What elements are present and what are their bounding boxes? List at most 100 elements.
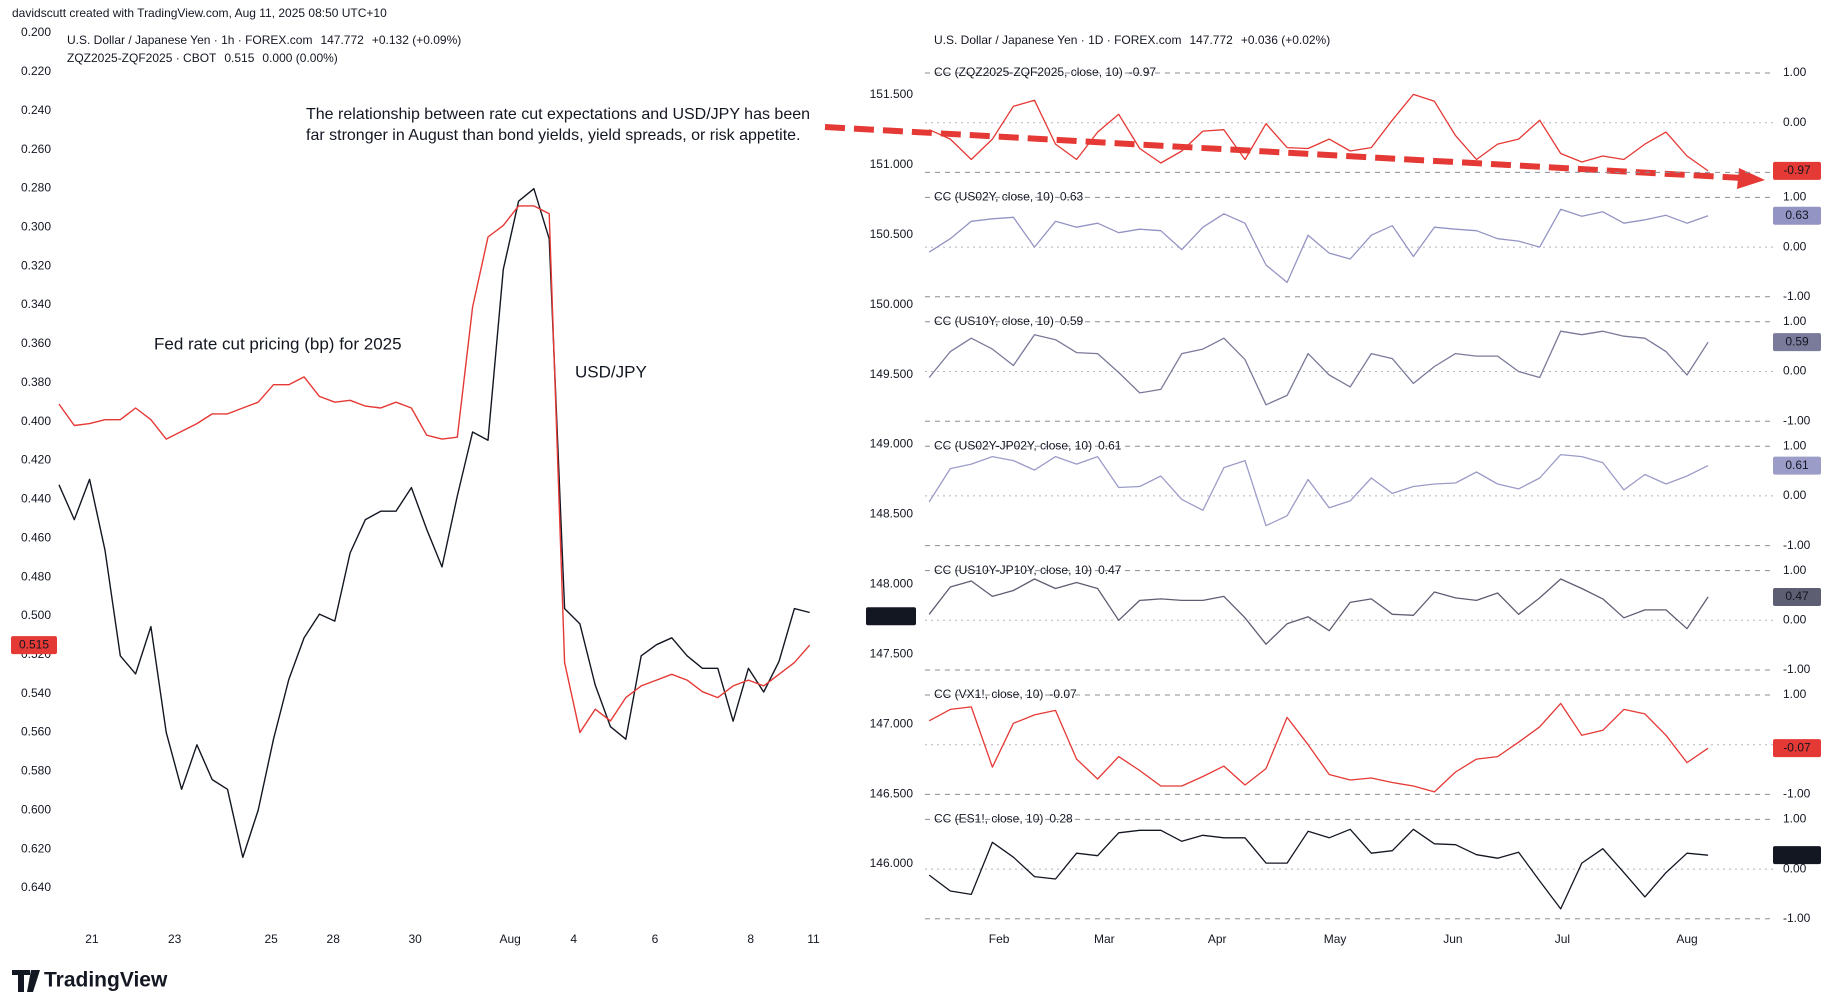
y-tick-label: 0.380 (21, 375, 51, 389)
pane-value-badge (1773, 333, 1821, 352)
credit: davidscutt created with TradingView.com,… (12, 6, 387, 20)
pane-value-badge (1773, 739, 1821, 758)
price-badge (866, 607, 916, 626)
pane-tick-label: 0.00 (1783, 364, 1807, 378)
y-tick-label: 0.580 (21, 764, 51, 778)
correlation-line (928, 93, 1709, 172)
price-tick-label: 148.500 (870, 507, 914, 521)
x-tick-label: 25 (265, 932, 279, 946)
price-tick-label: 146.500 (870, 786, 914, 800)
price-tick-label: 147.000 (870, 716, 914, 730)
x-tick-label: Jun (1443, 932, 1462, 946)
x-tick-label: 11 (807, 932, 820, 946)
y-tick-label: 0.240 (21, 103, 51, 117)
x-tick-label: 23 (168, 932, 182, 946)
price-tick-label: 149.000 (870, 437, 914, 451)
pane-value-badge (1773, 846, 1821, 865)
logo-text: TradingView (44, 969, 168, 992)
pane-value-badge (1773, 456, 1821, 475)
y-tick-label: 0.280 (21, 181, 51, 195)
price-tick-label: 150.000 (870, 297, 914, 311)
pane-value-badge-text: -0.97 (1783, 163, 1811, 177)
pane-value-badge-text: 0.28 (1785, 847, 1809, 861)
pane-value-badge (1773, 206, 1821, 225)
pane-title: CC (US02Y, close, 10) (934, 190, 1054, 204)
pane-tick-label: 1.00 (1783, 314, 1807, 328)
x-tick-label: 30 (409, 932, 423, 946)
pane-value-badge (1773, 161, 1821, 180)
price-tick-label: 146.000 (870, 856, 914, 870)
price-change: +0.036 (+0.02%) (1241, 33, 1330, 47)
pane-tick-label: -1.00 (1783, 289, 1811, 303)
pane-title-value: 0.63 (1060, 190, 1084, 204)
y-tick-label: 0.340 (21, 297, 51, 311)
pane-value-badge-text: 0.63 (1785, 208, 1809, 222)
price-badge-text: 147.772 (869, 608, 913, 622)
price-tick-label: 148.000 (870, 577, 914, 591)
x-tick-label: Aug (499, 932, 520, 946)
pane-title-value: 0.61 (1098, 438, 1122, 452)
y-tick-label: 0.540 (21, 686, 51, 700)
pane-value-badge (1773, 587, 1821, 606)
x-tick-label: 21 (85, 932, 99, 946)
pane-title: CC (US10Y, close, 10) (934, 314, 1054, 328)
y-tick-label: 0.300 (21, 219, 51, 233)
pane-tick-label: 1.00 (1783, 812, 1807, 826)
pane-tick-label: 1.00 (1783, 65, 1807, 79)
pane-title: CC (US10Y-JP10Y, close, 10) (934, 563, 1092, 577)
last-value-badge-text: 0.515 (19, 637, 49, 651)
x-tick-label: Mar (1094, 932, 1115, 946)
pane-title: CC (VX1!, close, 10) (934, 687, 1043, 701)
y-tick-label: 0.620 (21, 841, 51, 855)
price-tick-label: 150.500 (870, 227, 914, 241)
price-tick-label: 151.500 (870, 87, 914, 101)
pane-title: CC (US02Y-JP02Y, close, 10) (934, 438, 1092, 452)
x-tick-label: 8 (747, 932, 754, 946)
y-tick-label: 0.560 (21, 725, 51, 739)
tradingview-logo: TradingView (12, 969, 168, 992)
symbol-header: U.S. Dollar / Japanese Yen · 1h · FOREX.… (67, 33, 312, 47)
pane-tick-label: 1.00 (1783, 190, 1807, 204)
pane-title: CC (ZQZ2025-ZQF2025, close, 10) (934, 65, 1123, 79)
y-tick-label: 0.360 (21, 336, 51, 350)
annotation: The relationship between rate cut expect… (306, 106, 810, 123)
price-line (58, 188, 810, 859)
x-tick-label: Jul (1555, 932, 1570, 946)
pane-tick-label: 0.00 (1783, 488, 1807, 502)
y-tick-label: 0.480 (21, 569, 51, 583)
pane-tick-label: 1.00 (1783, 687, 1807, 701)
pane-value-badge-text: 0.47 (1785, 589, 1809, 603)
pane-title-value: 0.47 (1098, 563, 1122, 577)
x-tick-label: Aug (1676, 932, 1697, 946)
price-tick-label: 149.500 (870, 367, 914, 381)
value-change: 0.000 (0.00%) (262, 51, 337, 65)
last-value: 0.515 (224, 51, 254, 65)
pane-value-badge-text: -0.07 (1783, 740, 1811, 754)
symbol-header: U.S. Dollar / Japanese Yen · 1D · FOREX.… (934, 33, 1181, 47)
series-label: USD/JPY (575, 362, 647, 381)
pane-title-value: -0.07 (1049, 687, 1077, 701)
y-tick-label: 0.200 (21, 25, 51, 39)
pane-tick-label: -1.00 (1783, 413, 1811, 427)
pane-tick-label: -1.00 (1783, 787, 1811, 801)
x-tick-label: 4 (570, 932, 577, 946)
y-tick-label: 0.500 (21, 608, 51, 622)
y-tick-label: 0.220 (21, 64, 51, 78)
pane-tick-label: -1.00 (1783, 538, 1811, 552)
pane-tick-label: 0.00 (1783, 612, 1807, 626)
y-tick-label: 0.320 (21, 258, 51, 272)
y-tick-label: 0.440 (21, 492, 51, 506)
y-tick-label: 0.460 (21, 530, 51, 544)
pane-tick-label: 0.00 (1783, 115, 1807, 129)
x-tick-label: May (1324, 932, 1347, 946)
correlation-line (928, 702, 1709, 793)
last-value-badge (11, 636, 57, 655)
y-tick-label: 0.640 (21, 880, 51, 894)
y-tick-label: 0.600 (21, 802, 51, 816)
pane-tick-label: 0.00 (1783, 861, 1807, 875)
price-line (58, 205, 811, 734)
x-tick-label: 28 (327, 932, 341, 946)
